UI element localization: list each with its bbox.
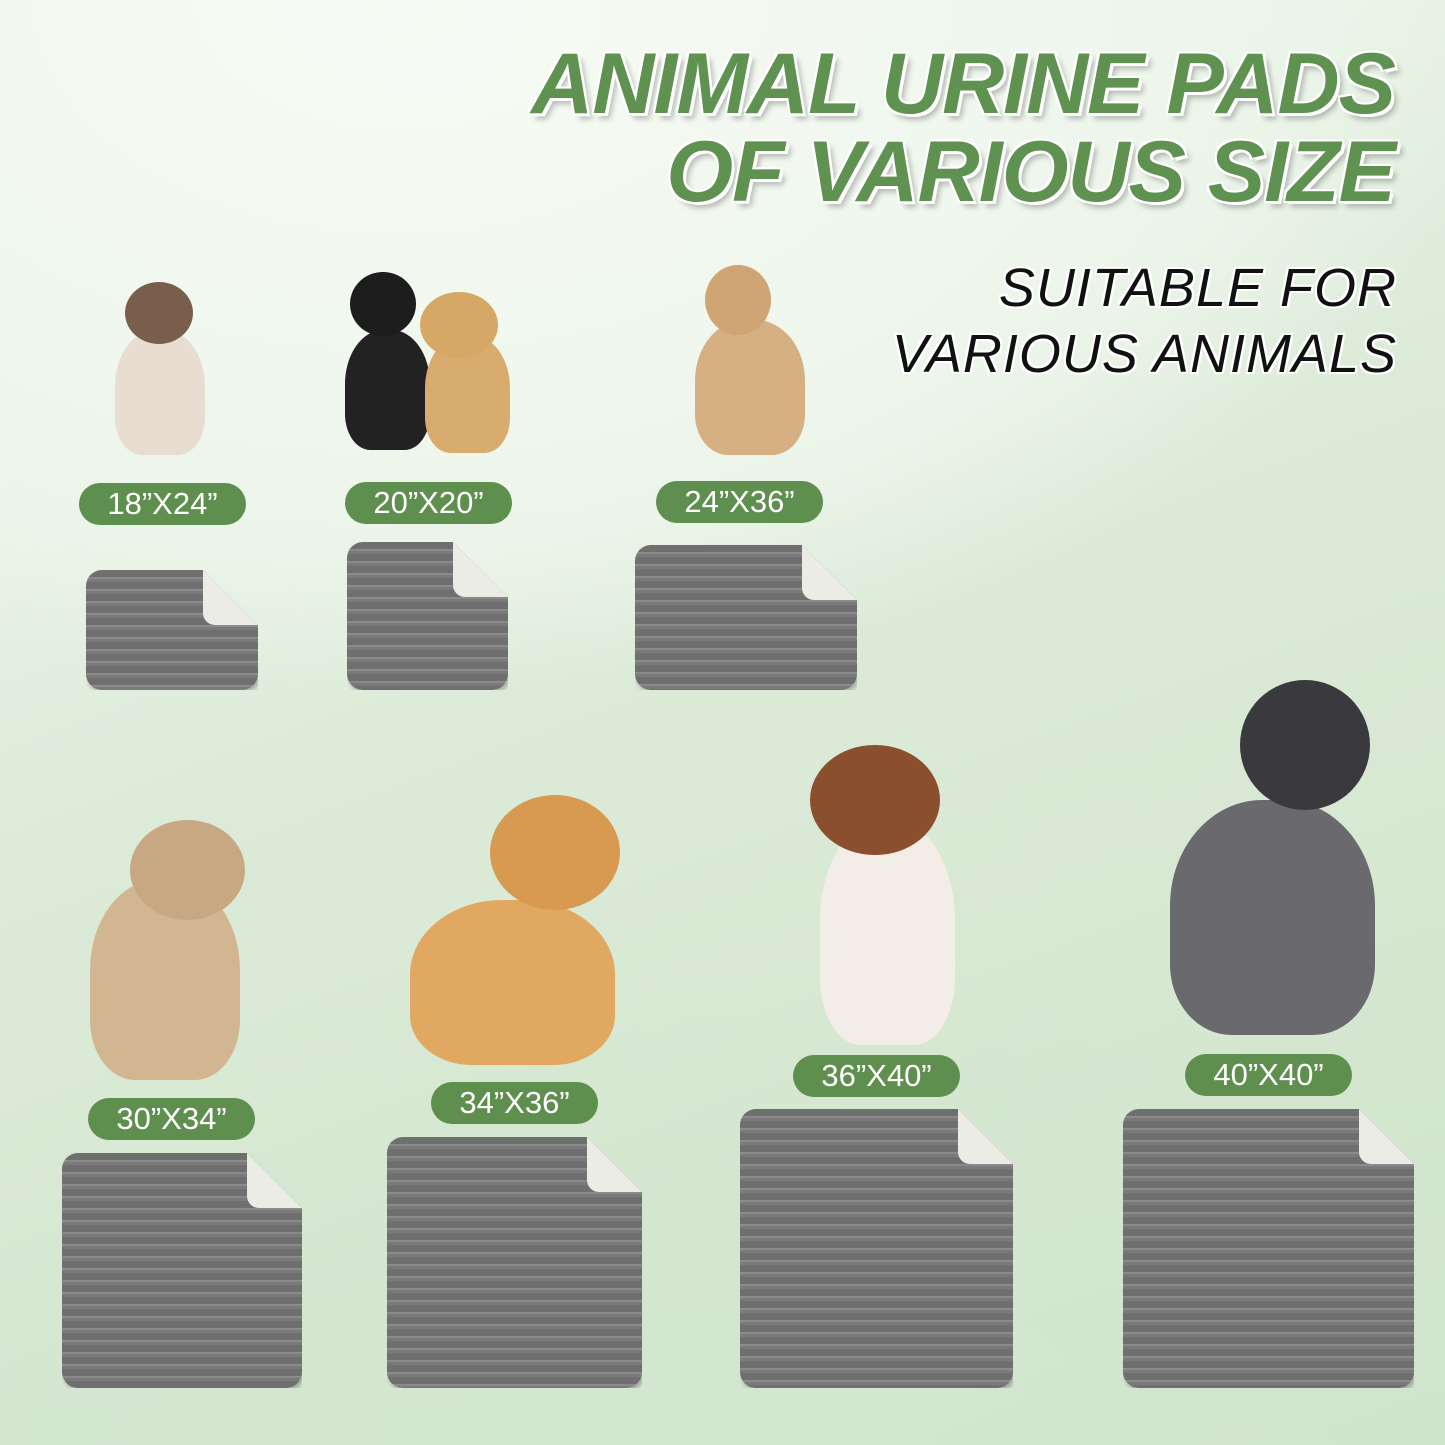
- subtitle-line-2: VARIOUS ANIMALS: [891, 324, 1397, 384]
- pad-fold-30x34: [247, 1153, 302, 1208]
- pad-fold-40x40: [1359, 1109, 1414, 1164]
- pad-fold-34x36: [587, 1137, 642, 1192]
- size-label-36x40: 36”X40”: [793, 1055, 960, 1097]
- pad-18x24: [86, 570, 258, 690]
- headline-line-1: ANIMAL URINE PADS: [531, 36, 1396, 132]
- size-label-24x36: 24”X36”: [656, 481, 823, 523]
- size-label-34x36: 34”X36”: [431, 1082, 598, 1124]
- headline-line-2: OF VARIOUS SIZE: [666, 124, 1396, 220]
- pad-fold-20x20: [453, 542, 508, 597]
- subtitle-line-1: SUITABLE FOR: [998, 258, 1397, 318]
- size-label-18x24: 18”X24”: [79, 483, 246, 525]
- pad-fold-18x24: [203, 570, 258, 625]
- size-label-30x34: 30”X34”: [88, 1098, 255, 1140]
- pad-20x20: [347, 542, 508, 690]
- size-label-40x40: 40”X40”: [1185, 1054, 1352, 1096]
- pad-fold-36x40: [958, 1109, 1013, 1164]
- pad-fold-24x36: [802, 545, 857, 600]
- size-label-20x20: 20”X20”: [345, 482, 512, 524]
